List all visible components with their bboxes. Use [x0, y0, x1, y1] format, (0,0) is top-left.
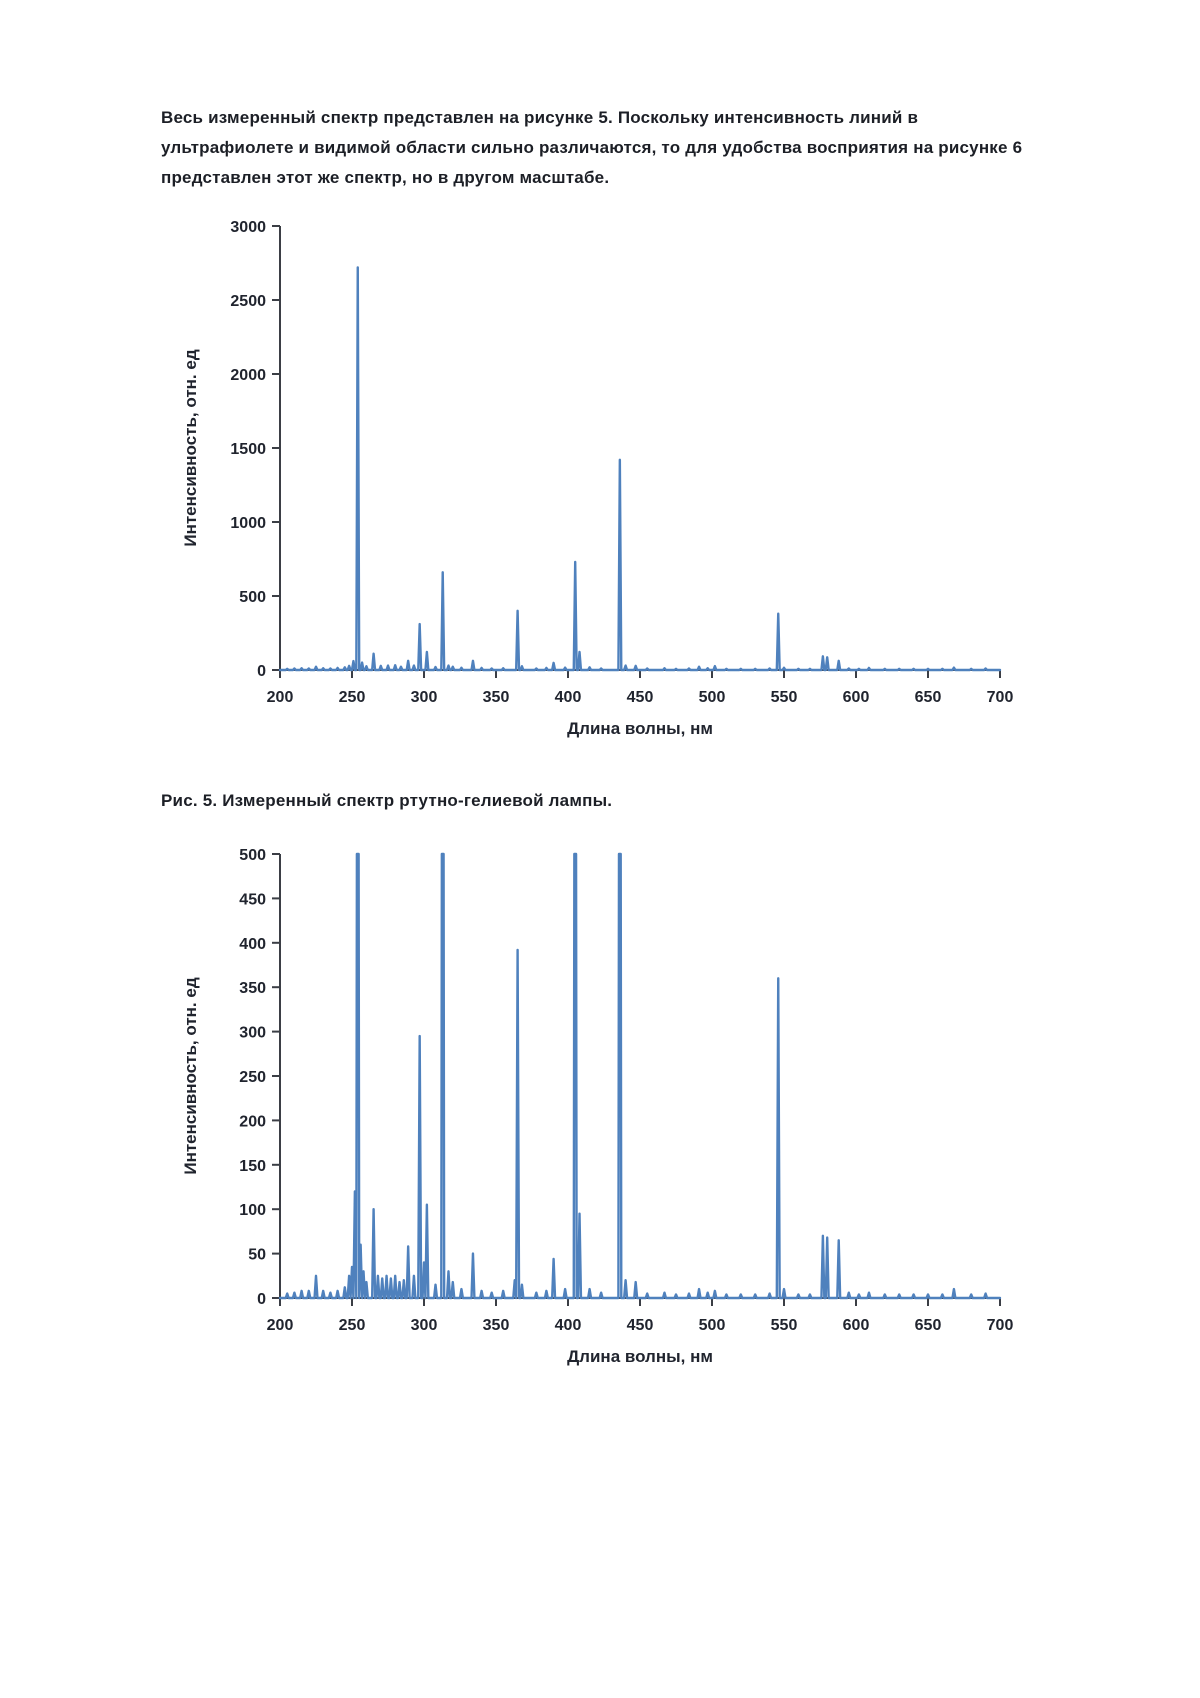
figure-5-full-scale-chart: 0 500 1000 1500 2000 2500 3000 200 250 300 350 400 4… — [170, 210, 1075, 763]
spectrum-chart-zoomed-scale: 0 50 100 150 200 250 300 350 400 450 500 200 250 300 3… — [181, 847, 1014, 1366]
x-tick-label: 650 — [915, 689, 942, 706]
x-tick-label: 550 — [771, 1317, 798, 1334]
x-tick-label: 350 — [483, 689, 510, 706]
y-tick-label: 450 — [239, 891, 266, 908]
y-tick-label: 3000 — [230, 219, 266, 236]
y-tick-label: 300 — [239, 1025, 266, 1042]
x-tick-label: 450 — [627, 1317, 654, 1334]
intro-paragraph: Весь измеренный спектр представлен на ри… — [161, 103, 1061, 193]
y-tick-label: 150 — [239, 1158, 266, 1175]
y-tick-label: 500 — [239, 847, 266, 864]
x-tick-label: 200 — [267, 689, 294, 706]
x-tick-label: 500 — [699, 1317, 726, 1334]
y-tick-label: 2000 — [230, 367, 266, 384]
x-tick-label: 650 — [915, 1317, 942, 1334]
y-axis-title: Интенсивность, отн. ед — [181, 977, 200, 1174]
x-tick-label: 300 — [411, 1317, 438, 1334]
x-tick-label: 300 — [411, 689, 438, 706]
intro-paragraph-line-2: ультрафиолете и видимой области сильно р… — [161, 138, 1023, 157]
y-tick-label: 400 — [239, 936, 266, 953]
y-tick-label: 100 — [239, 1202, 266, 1219]
intro-paragraph-line-3: представлен этот же спектр, но в другом … — [161, 168, 610, 187]
x-tick-label: 400 — [555, 689, 582, 706]
x-tick-label: 400 — [555, 1317, 582, 1334]
y-tick-label: 1500 — [230, 441, 266, 458]
x-tick-label: 250 — [339, 689, 366, 706]
y-tick-label: 1000 — [230, 515, 266, 532]
y-tick-label: 50 — [248, 1247, 266, 1264]
x-tick-label: 450 — [627, 689, 654, 706]
x-tick-label: 550 — [771, 689, 798, 706]
y-axis-title: Интенсивность, отн. ед — [181, 349, 200, 546]
x-tick-label: 200 — [267, 1317, 294, 1334]
spectrum-line — [278, 852, 1002, 1300]
x-tick-label: 500 — [699, 689, 726, 706]
figure-6-zoomed-chart: 0 50 100 150 200 250 300 350 400 450 500 200 250 300 3… — [170, 838, 1075, 1391]
y-tick-label: 250 — [239, 1069, 266, 1086]
y-tick-label: 2500 — [230, 293, 266, 310]
x-axis-title: Длина волны, нм — [567, 719, 713, 738]
x-tick-label: 700 — [987, 1317, 1014, 1334]
y-tick-label: 200 — [239, 1113, 266, 1130]
intro-paragraph-line-1: Весь измеренный спектр представлен на ри… — [161, 108, 919, 127]
y-tick-label: 0 — [257, 663, 266, 680]
x-tick-label: 600 — [843, 689, 870, 706]
y-tick-label: 0 — [257, 1291, 266, 1308]
figure-5-caption: Рис. 5. Измеренный спектр ртутно-гелиево… — [161, 791, 613, 810]
spectrum-chart-full-scale: 0 500 1000 1500 2000 2500 3000 200 250 300 350 400 4… — [181, 219, 1014, 738]
x-axis-title: Длина волны, нм — [567, 1347, 713, 1366]
x-tick-label: 700 — [987, 689, 1014, 706]
y-tick-label: 500 — [239, 589, 266, 606]
x-tick-label: 350 — [483, 1317, 510, 1334]
x-tick-label: 250 — [339, 1317, 366, 1334]
x-tick-label: 600 — [843, 1317, 870, 1334]
spectrum-line — [278, 266, 1002, 672]
y-tick-label: 350 — [239, 980, 266, 997]
